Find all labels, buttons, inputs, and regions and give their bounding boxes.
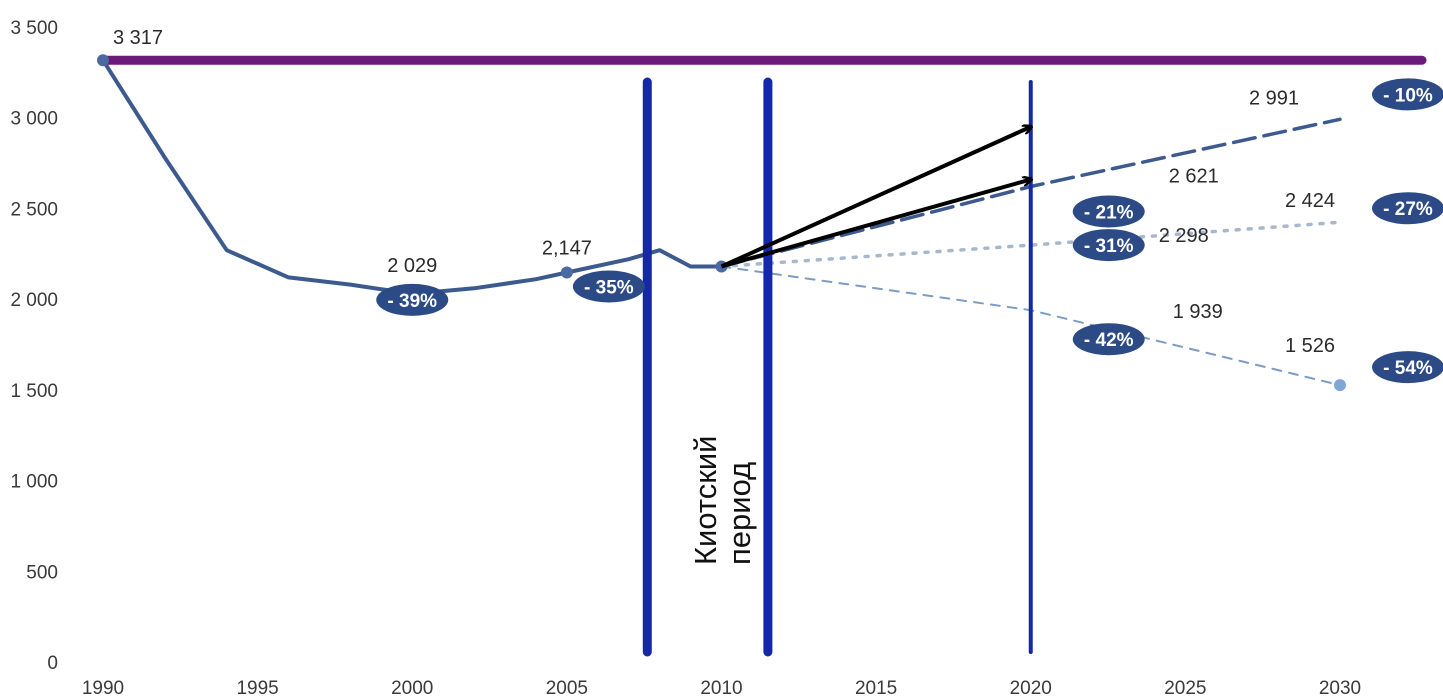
percent-badge-label: - 27% <box>1383 199 1433 220</box>
percent-badge-label: - 42% <box>1084 330 1134 351</box>
percent-badge <box>572 270 645 303</box>
data-value-label: 1 526 <box>1285 335 1335 357</box>
y-tick-label: 2 500 <box>10 199 58 220</box>
x-tick-label: 1990 <box>82 678 124 699</box>
vertical-lines <box>642 77 1033 657</box>
percent-badge <box>376 283 449 316</box>
trend-arrow <box>720 179 1031 269</box>
series-line-scenario_mid <box>719 220 1342 269</box>
x-tick-label: 1995 <box>236 678 278 699</box>
data-value-label: 2 298 <box>1159 225 1209 247</box>
data-value-label: 2 424 <box>1285 190 1335 212</box>
y-tick-label: 500 <box>26 562 58 583</box>
percent-badge <box>1072 229 1145 262</box>
data-value-label: 2 621 <box>1169 165 1219 187</box>
y-tick-label: 2 000 <box>10 290 58 311</box>
series-line-historical <box>101 58 724 296</box>
x-tick-label: 2030 <box>1319 678 1361 699</box>
x-tick-label: 2025 <box>1164 678 1206 699</box>
x-tick-label: 2005 <box>546 678 588 699</box>
data-value-label: 2 991 <box>1249 87 1299 109</box>
kyoto-annotation-line-2: период <box>722 462 757 565</box>
percent-badge <box>1372 351 1443 384</box>
data-labels: 3 317 2 029 2,147 2 621 2 298 1 939 2 991 2 424… <box>113 27 1335 357</box>
percent-badge-label: - 10% <box>1383 85 1433 106</box>
x-axis: 1990 1995 2000 2005 2010 2015 2020 2025 2030 <box>82 678 1361 699</box>
percent-badge <box>1372 192 1443 225</box>
percent-badge <box>1072 195 1145 228</box>
data-value-label: 1 939 <box>1173 301 1223 323</box>
y-tick-label: 3 500 <box>10 18 58 39</box>
percent-badge-label: - 39% <box>387 291 437 312</box>
x-tick-label: 2020 <box>1010 678 1052 699</box>
arrows <box>720 127 1031 269</box>
x-tick-label: 2010 <box>700 678 742 699</box>
x-tick-label: 2000 <box>391 678 433 699</box>
data-value-label: 2 029 <box>387 255 437 277</box>
trend-arrow <box>720 127 1031 269</box>
x-tick-label: 2015 <box>855 678 897 699</box>
kyoto-annotation-line-1: Киотский <box>688 436 723 565</box>
series-lines <box>101 58 1342 387</box>
percent-badge-label: - 31% <box>1084 236 1134 257</box>
kyoto-period-annotation: Киотский период <box>688 427 757 565</box>
percent-badge <box>1072 323 1145 356</box>
percent-badge-label: - 54% <box>1383 358 1433 379</box>
percent-badge <box>1372 78 1443 111</box>
y-tick-label: 1 000 <box>10 472 58 493</box>
percent-badges: - 39% - 35% - 21% - 31% - 42% - 10% - 27% - 54% <box>376 78 1443 384</box>
data-point-marker <box>560 266 573 279</box>
y-tick-label: 3 000 <box>10 109 58 130</box>
y-tick-label: 1 500 <box>10 381 58 402</box>
data-point-marker <box>1334 379 1346 392</box>
percent-badge-label: - 35% <box>584 277 634 298</box>
data-value-label: 3 317 <box>113 27 163 49</box>
y-tick-label: 0 <box>47 653 58 674</box>
data-point-marker <box>97 54 109 67</box>
percent-badge-label: - 21% <box>1084 202 1134 223</box>
data-value-label: 2,147 <box>542 237 592 259</box>
y-axis: 0 500 1 000 1 500 2 000 2 500 3 000 3 500 <box>10 18 58 674</box>
